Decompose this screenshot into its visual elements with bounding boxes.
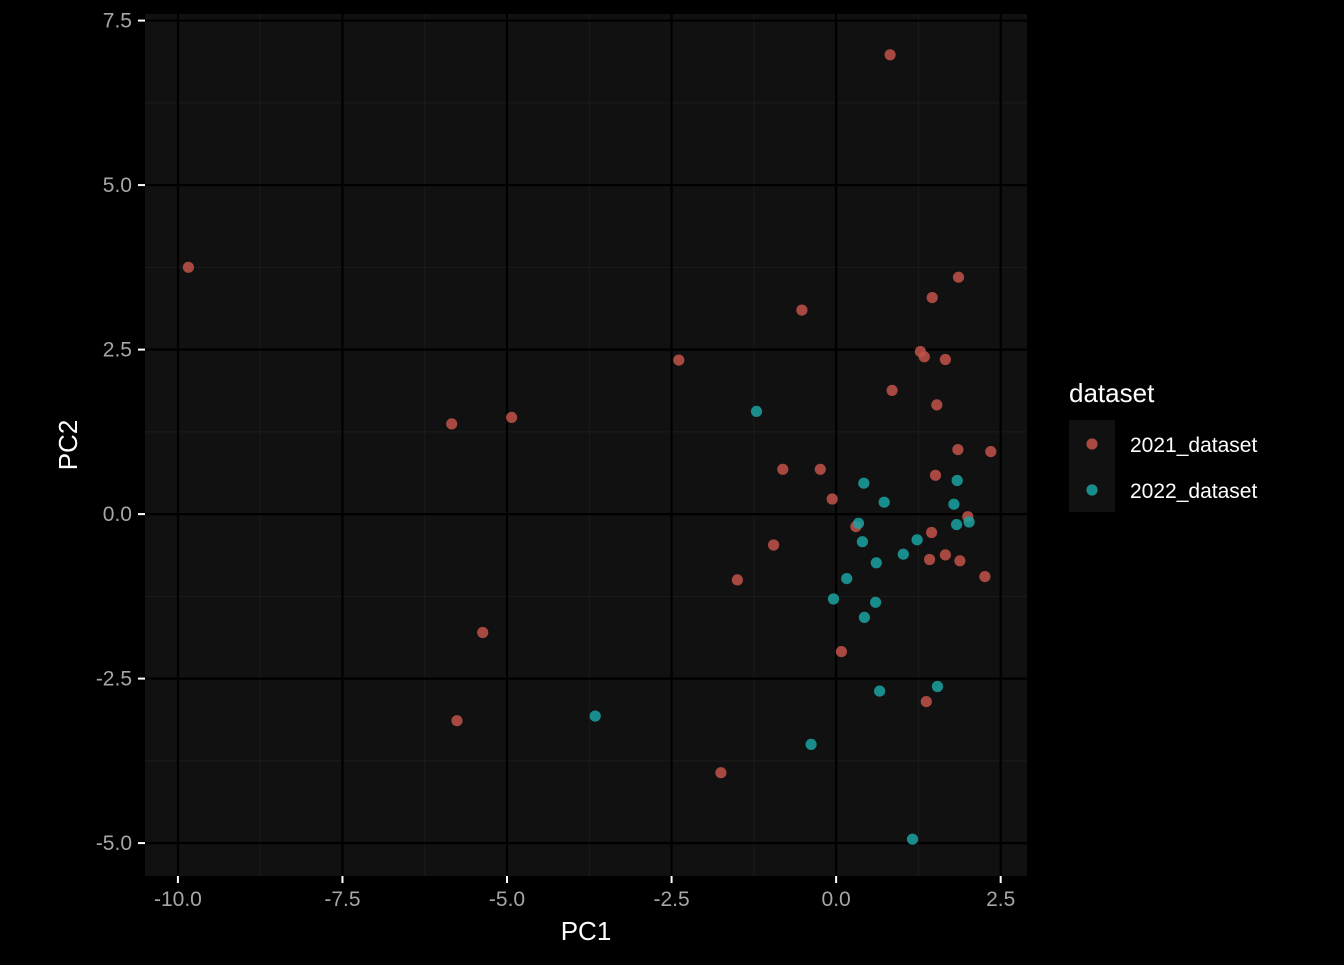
data-point-2022_dataset: [951, 474, 963, 487]
data-point-2022_dataset: [951, 519, 963, 531]
data-point-2021_dataset: [451, 715, 463, 727]
data-point-2021_dataset: [182, 261, 194, 273]
data-point-2022_dataset: [897, 548, 909, 560]
x-tick-label: -5.0: [489, 888, 525, 911]
data-point-2021_dataset: [796, 304, 808, 316]
x-axis-title: PC1: [561, 916, 612, 946]
axis-ticks: -10.0 -7.5 -5.0 -2.5 0.0 2.5 -5.0 -2.5 0.0 2.5 5.0…: [96, 10, 1015, 911]
data-point-2021_dataset: [939, 353, 952, 366]
data-point-2022_dataset: [870, 557, 882, 569]
data-point-2022_dataset: [827, 593, 840, 605]
legend-label: 2022_dataset: [1130, 480, 1257, 503]
data-point-2022_dataset: [874, 685, 886, 697]
chart-figure: -10.0 -7.5 -5.0 -2.5 0.0 2.5 -5.0 -2.5 0.0 2.5 5.0…: [42, 0, 1302, 960]
legend-items: 2021_dataset 2022_dataset: [1069, 420, 1257, 512]
data-point-2022_dataset: [963, 516, 975, 528]
data-point-2021_dataset: [954, 555, 966, 567]
data-point-2022_dataset: [948, 498, 960, 510]
data-point-2021_dataset: [826, 493, 838, 505]
data-point-2021_dataset: [952, 444, 964, 456]
data-point-2022_dataset: [911, 534, 923, 546]
x-tick-label: 0.0: [822, 888, 851, 911]
plot-panel: [145, 14, 1027, 876]
data-point-2021_dataset: [477, 626, 489, 639]
data-point-2022_dataset: [878, 496, 890, 508]
x-tick-label: -7.5: [324, 888, 360, 911]
y-tick-label: 7.5: [103, 10, 132, 33]
data-point-2022_dataset: [856, 536, 869, 548]
data-point-2021_dataset: [884, 49, 896, 61]
data-point-2021_dataset: [731, 574, 744, 586]
y-tick-label: -5.0: [96, 832, 132, 855]
y-tick-label: -2.5: [96, 668, 132, 691]
data-point-2021_dataset: [506, 411, 518, 423]
x-tick-label: 2.5: [986, 888, 1015, 911]
data-point-2021_dataset: [768, 539, 780, 551]
data-point-2021_dataset: [929, 469, 942, 481]
data-point-2021_dataset: [814, 463, 826, 475]
data-point-2022_dataset: [931, 680, 944, 693]
data-point-2022_dataset: [841, 573, 853, 585]
pca-scatter-plot: -10.0 -7.5 -5.0 -2.5 0.0 2.5 -5.0 -2.5 0.0 2.5 5.0…: [53, 10, 1257, 946]
data-point-2021_dataset: [673, 354, 685, 366]
data-point-2021_dataset: [715, 767, 727, 779]
x-tick-label: -2.5: [653, 888, 689, 911]
data-point-2022_dataset: [589, 710, 601, 722]
data-point-2021_dataset: [939, 549, 952, 561]
data-point-2021_dataset: [920, 696, 932, 708]
y-tick-label: 5.0: [103, 174, 132, 197]
legend-label: 2021_dataset: [1130, 434, 1257, 457]
data-point-2021_dataset: [952, 271, 965, 283]
data-point-2021_dataset: [979, 571, 991, 583]
data-point-2022_dataset: [750, 405, 763, 417]
data-point-2021_dataset: [918, 351, 930, 363]
legend-title: dataset: [1069, 378, 1155, 408]
data-point-2022_dataset: [805, 738, 817, 751]
data-point-2021_dataset: [886, 384, 898, 396]
data-point-2021_dataset: [926, 292, 938, 304]
data-point-2022_dataset: [858, 477, 870, 489]
data-point-2021_dataset: [985, 446, 997, 458]
data-point-2022_dataset: [858, 611, 871, 624]
data-point-2021_dataset: [446, 418, 458, 430]
data-point-2022_dataset: [906, 833, 919, 845]
grid-lines: [145, 14, 1027, 876]
data-point-2021_dataset: [835, 646, 848, 658]
data-point-2022_dataset: [852, 517, 865, 529]
legend: dataset 2021_dataset 2022_dataset: [1069, 378, 1257, 512]
data-point-2021_dataset: [777, 463, 789, 475]
x-tick-label: -10.0: [154, 888, 202, 911]
data-point-2021_dataset: [924, 553, 936, 566]
legend-key-2022_dataset: [1086, 484, 1098, 496]
legend-key-background: [1069, 420, 1115, 512]
y-tick-label: 2.5: [103, 339, 132, 362]
y-axis-title: PC2: [53, 420, 83, 471]
legend-key-2021_dataset: [1086, 438, 1098, 450]
data-point-2021_dataset: [931, 399, 943, 411]
y-tick-label: 0.0: [103, 503, 132, 526]
data-point-2021_dataset: [926, 526, 938, 539]
data-points: [182, 49, 997, 845]
data-point-2022_dataset: [870, 596, 882, 608]
